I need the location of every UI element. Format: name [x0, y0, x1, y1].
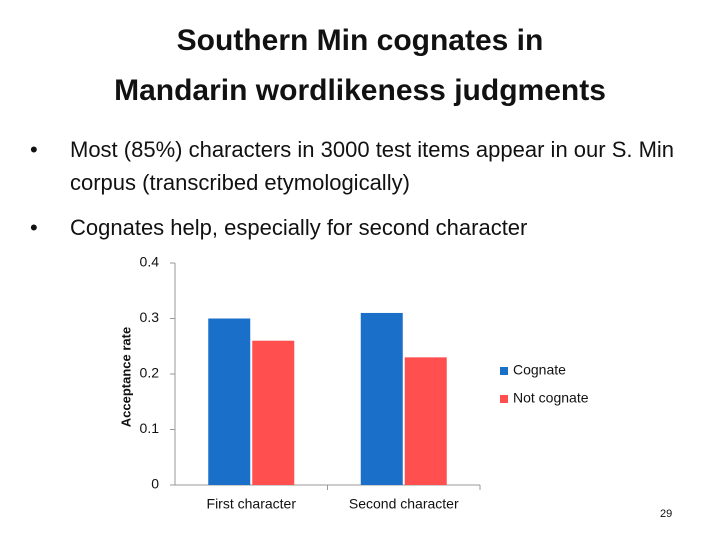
bar	[208, 318, 251, 485]
x-tick-label: First character	[207, 496, 297, 512]
legend-swatch	[500, 395, 508, 403]
y-tick-label: 0.2	[140, 365, 160, 381]
legend-swatch	[500, 367, 508, 375]
y-tick-label: 0.1	[140, 420, 160, 436]
bullet-text: Cognates help, especially for second cha…	[70, 215, 528, 240]
bar	[360, 312, 403, 485]
y-tick-label: 0.4	[140, 254, 160, 270]
y-tick-label: 0	[151, 476, 159, 492]
legend-label: Not cognate	[513, 390, 589, 406]
bullet: • Most (85%) characters in 3000 test item…	[30, 133, 690, 199]
bar	[404, 357, 447, 485]
title-line: Mandarin wordlikeness judgments	[114, 74, 606, 107]
bullet: • Cognates help, especially for second ch…	[30, 211, 690, 244]
bullet-text: Most (85%) characters in 3000 test items…	[70, 137, 675, 195]
legend-label: Cognate	[513, 362, 566, 378]
title-line: Southern Min cognates in	[176, 24, 544, 57]
y-axis-label: Acceptance rate	[118, 327, 133, 427]
x-tick-label: Second character	[349, 496, 459, 512]
page-number: 29	[660, 508, 673, 520]
y-tick-label: 0.3	[140, 309, 160, 325]
bar	[252, 340, 295, 485]
